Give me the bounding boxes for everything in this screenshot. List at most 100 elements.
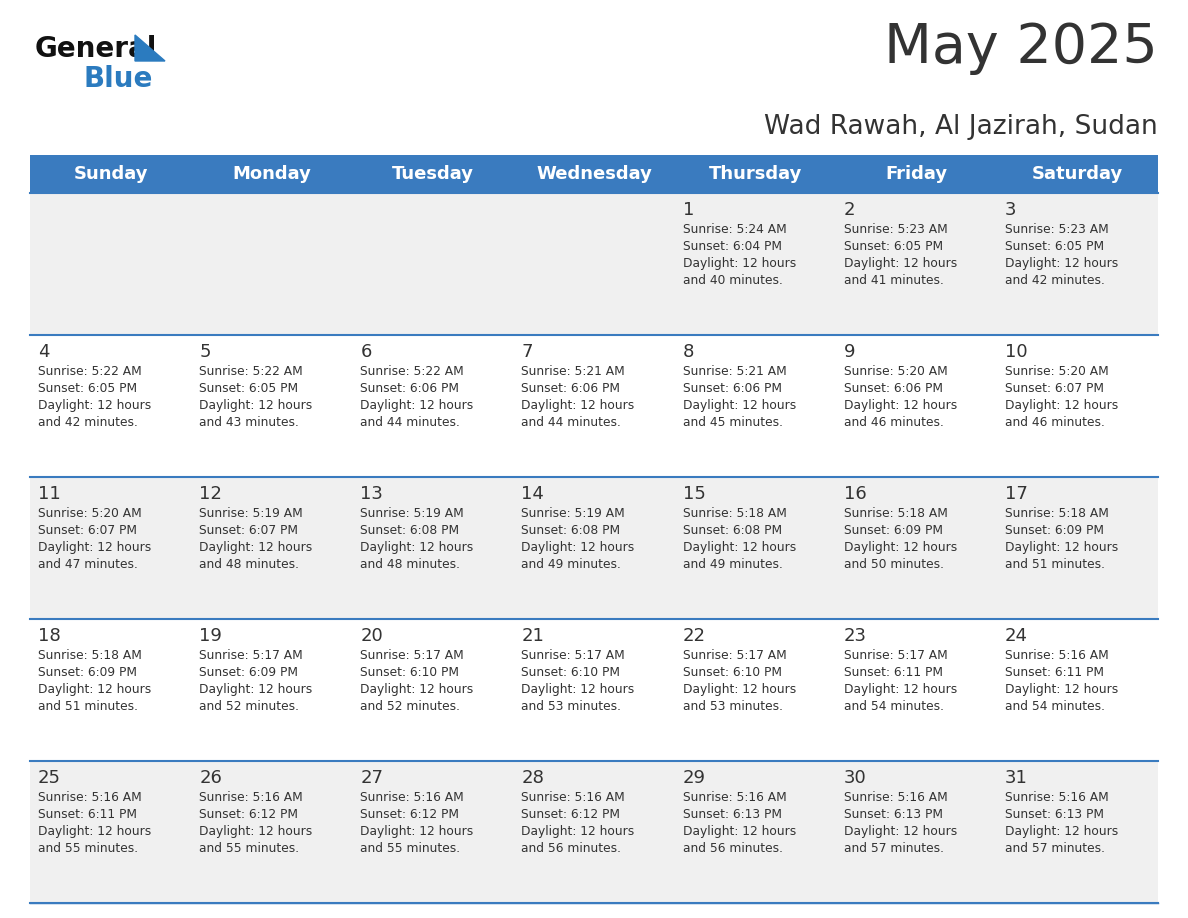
Text: Sunrise: 5:20 AM: Sunrise: 5:20 AM: [38, 507, 141, 520]
Text: Sunrise: 5:18 AM: Sunrise: 5:18 AM: [1005, 507, 1108, 520]
Text: and 46 minutes.: and 46 minutes.: [843, 416, 943, 429]
Text: Sunrise: 5:22 AM: Sunrise: 5:22 AM: [200, 365, 303, 378]
Bar: [30, 193, 1158, 335]
Text: Daylight: 12 hours: Daylight: 12 hours: [200, 541, 312, 554]
Text: 16: 16: [843, 485, 866, 503]
Text: Sunset: 6:08 PM: Sunset: 6:08 PM: [683, 524, 782, 537]
Text: Sunset: 6:07 PM: Sunset: 6:07 PM: [38, 524, 137, 537]
Text: and 44 minutes.: and 44 minutes.: [360, 416, 460, 429]
Text: Daylight: 12 hours: Daylight: 12 hours: [38, 399, 151, 412]
Text: and 51 minutes.: and 51 minutes.: [1005, 558, 1105, 571]
Text: Daylight: 12 hours: Daylight: 12 hours: [522, 541, 634, 554]
Text: 4: 4: [38, 343, 50, 361]
Text: Daylight: 12 hours: Daylight: 12 hours: [843, 825, 958, 838]
Text: Sunrise: 5:17 AM: Sunrise: 5:17 AM: [843, 649, 948, 662]
Text: Sunrise: 5:17 AM: Sunrise: 5:17 AM: [200, 649, 303, 662]
Text: Sunday: Sunday: [74, 165, 147, 183]
Text: and 43 minutes.: and 43 minutes.: [200, 416, 299, 429]
Text: and 41 minutes.: and 41 minutes.: [843, 274, 943, 287]
Text: Sunrise: 5:16 AM: Sunrise: 5:16 AM: [38, 791, 141, 804]
Text: and 57 minutes.: and 57 minutes.: [1005, 842, 1105, 855]
Text: Daylight: 12 hours: Daylight: 12 hours: [360, 683, 474, 696]
Text: Daylight: 12 hours: Daylight: 12 hours: [1005, 257, 1118, 270]
Text: 12: 12: [200, 485, 222, 503]
Text: 29: 29: [683, 769, 706, 787]
Bar: [30, 477, 1158, 619]
Text: Monday: Monday: [233, 165, 311, 183]
Text: Daylight: 12 hours: Daylight: 12 hours: [522, 683, 634, 696]
Text: 5: 5: [200, 343, 210, 361]
Text: Daylight: 12 hours: Daylight: 12 hours: [843, 541, 958, 554]
Text: Daylight: 12 hours: Daylight: 12 hours: [200, 683, 312, 696]
Text: Wad Rawah, Al Jazirah, Sudan: Wad Rawah, Al Jazirah, Sudan: [764, 114, 1158, 140]
Text: Sunrise: 5:17 AM: Sunrise: 5:17 AM: [522, 649, 625, 662]
Bar: [30, 619, 1158, 761]
Text: Sunset: 6:09 PM: Sunset: 6:09 PM: [200, 666, 298, 679]
Text: and 53 minutes.: and 53 minutes.: [683, 700, 783, 713]
Text: 13: 13: [360, 485, 384, 503]
Text: 31: 31: [1005, 769, 1028, 787]
Text: and 55 minutes.: and 55 minutes.: [200, 842, 299, 855]
Text: Sunset: 6:07 PM: Sunset: 6:07 PM: [1005, 382, 1104, 395]
Text: Daylight: 12 hours: Daylight: 12 hours: [38, 541, 151, 554]
Text: Daylight: 12 hours: Daylight: 12 hours: [360, 541, 474, 554]
Text: Thursday: Thursday: [708, 165, 802, 183]
Text: 1: 1: [683, 201, 694, 219]
Text: Sunset: 6:08 PM: Sunset: 6:08 PM: [360, 524, 460, 537]
Text: Daylight: 12 hours: Daylight: 12 hours: [522, 825, 634, 838]
Text: and 40 minutes.: and 40 minutes.: [683, 274, 783, 287]
Text: and 52 minutes.: and 52 minutes.: [360, 700, 460, 713]
Bar: [30, 761, 1158, 903]
Text: Sunset: 6:12 PM: Sunset: 6:12 PM: [200, 808, 298, 821]
Text: Wednesday: Wednesday: [536, 165, 652, 183]
Text: 2: 2: [843, 201, 855, 219]
Text: Sunset: 6:09 PM: Sunset: 6:09 PM: [843, 524, 943, 537]
Text: Sunrise: 5:23 AM: Sunrise: 5:23 AM: [843, 223, 948, 236]
Text: and 54 minutes.: and 54 minutes.: [1005, 700, 1105, 713]
Text: Daylight: 12 hours: Daylight: 12 hours: [843, 257, 958, 270]
Text: Sunset: 6:05 PM: Sunset: 6:05 PM: [200, 382, 298, 395]
Text: Sunrise: 5:18 AM: Sunrise: 5:18 AM: [38, 649, 141, 662]
Text: 15: 15: [683, 485, 706, 503]
Text: Sunrise: 5:16 AM: Sunrise: 5:16 AM: [522, 791, 625, 804]
Text: Sunrise: 5:21 AM: Sunrise: 5:21 AM: [683, 365, 786, 378]
Text: Sunset: 6:13 PM: Sunset: 6:13 PM: [843, 808, 943, 821]
Text: 22: 22: [683, 627, 706, 645]
Text: Daylight: 12 hours: Daylight: 12 hours: [38, 683, 151, 696]
Text: Sunset: 6:09 PM: Sunset: 6:09 PM: [1005, 524, 1104, 537]
Text: Daylight: 12 hours: Daylight: 12 hours: [360, 399, 474, 412]
Text: General: General: [34, 35, 157, 63]
Text: 18: 18: [38, 627, 61, 645]
Text: Sunrise: 5:21 AM: Sunrise: 5:21 AM: [522, 365, 625, 378]
Text: 10: 10: [1005, 343, 1028, 361]
Text: Sunset: 6:13 PM: Sunset: 6:13 PM: [683, 808, 782, 821]
Text: Sunrise: 5:23 AM: Sunrise: 5:23 AM: [1005, 223, 1108, 236]
Text: and 48 minutes.: and 48 minutes.: [200, 558, 299, 571]
Text: 30: 30: [843, 769, 866, 787]
Text: 25: 25: [38, 769, 61, 787]
Text: 14: 14: [522, 485, 544, 503]
Text: Sunset: 6:07 PM: Sunset: 6:07 PM: [200, 524, 298, 537]
Text: and 47 minutes.: and 47 minutes.: [38, 558, 138, 571]
Text: Sunset: 6:13 PM: Sunset: 6:13 PM: [1005, 808, 1104, 821]
Text: 21: 21: [522, 627, 544, 645]
Text: and 46 minutes.: and 46 minutes.: [1005, 416, 1105, 429]
Text: Sunrise: 5:17 AM: Sunrise: 5:17 AM: [683, 649, 786, 662]
Text: Sunrise: 5:20 AM: Sunrise: 5:20 AM: [1005, 365, 1108, 378]
Text: Sunset: 6:10 PM: Sunset: 6:10 PM: [683, 666, 782, 679]
Text: Daylight: 12 hours: Daylight: 12 hours: [522, 399, 634, 412]
Text: Sunrise: 5:16 AM: Sunrise: 5:16 AM: [843, 791, 948, 804]
Text: Sunrise: 5:19 AM: Sunrise: 5:19 AM: [200, 507, 303, 520]
Text: Tuesday: Tuesday: [392, 165, 474, 183]
Text: Daylight: 12 hours: Daylight: 12 hours: [38, 825, 151, 838]
Text: Daylight: 12 hours: Daylight: 12 hours: [683, 541, 796, 554]
Text: and 50 minutes.: and 50 minutes.: [843, 558, 943, 571]
Text: Sunrise: 5:16 AM: Sunrise: 5:16 AM: [200, 791, 303, 804]
Text: Daylight: 12 hours: Daylight: 12 hours: [1005, 683, 1118, 696]
Text: Friday: Friday: [885, 165, 947, 183]
Text: Sunrise: 5:17 AM: Sunrise: 5:17 AM: [360, 649, 465, 662]
Text: and 56 minutes.: and 56 minutes.: [683, 842, 783, 855]
Text: Sunrise: 5:24 AM: Sunrise: 5:24 AM: [683, 223, 786, 236]
Text: Sunrise: 5:18 AM: Sunrise: 5:18 AM: [683, 507, 786, 520]
Text: Sunset: 6:11 PM: Sunset: 6:11 PM: [1005, 666, 1104, 679]
